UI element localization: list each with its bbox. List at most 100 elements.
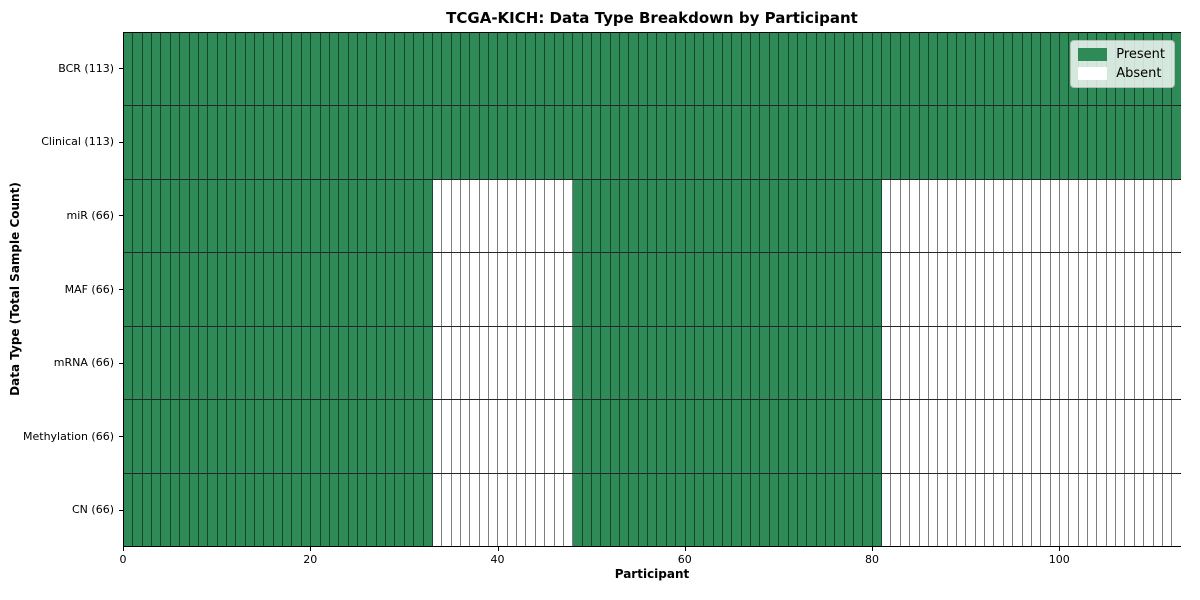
- heatmap-cell: [470, 179, 480, 253]
- heatmap-cell: [657, 400, 667, 473]
- heatmap-cell: [152, 33, 162, 106]
- heatmap-cell: [245, 473, 256, 546]
- heatmap-cell: [1116, 326, 1126, 400]
- heatmap-cell: [1106, 326, 1117, 400]
- heatmap-cell: [779, 106, 789, 179]
- heatmap-cell: [1125, 400, 1135, 473]
- heatmap-cell: [601, 33, 611, 106]
- heatmap-cell: [236, 106, 246, 179]
- heatmap-cell: [395, 179, 405, 253]
- heatmap-cell: [1134, 179, 1145, 253]
- heatmap-cell: [947, 326, 957, 400]
- y-tick-label: BCR (113): [58, 61, 114, 75]
- heatmap-cell: [938, 326, 948, 400]
- heatmap-cell: [432, 400, 443, 473]
- heatmap-cell: [629, 253, 639, 326]
- heatmap-cell: [273, 473, 284, 546]
- heatmap-cell: [217, 179, 227, 253]
- heatmap-cell: [414, 179, 424, 253]
- heatmap-cell: [919, 326, 929, 400]
- heatmap-cell: [788, 473, 798, 546]
- heatmap-cell: [928, 106, 939, 179]
- heatmap-cell: [657, 179, 667, 253]
- heatmap-cell: [236, 400, 246, 473]
- heatmap-cell: [891, 179, 901, 253]
- heatmap-cell: [685, 33, 695, 106]
- heatmap-cell: [741, 106, 752, 179]
- heatmap-cell: [170, 326, 181, 400]
- heatmap-cell: [545, 473, 555, 546]
- heatmap-cell: [985, 179, 995, 253]
- heatmap-cell: [535, 326, 546, 400]
- heatmap-cell: [994, 473, 1004, 546]
- heatmap-cell: [535, 400, 546, 473]
- heatmap-cell: [545, 326, 555, 400]
- heatmap-cell: [910, 400, 920, 473]
- heatmap-cell: [507, 179, 518, 253]
- heatmap-cell: [1153, 326, 1163, 400]
- heatmap-cell: [882, 106, 892, 179]
- heatmap-cell: [694, 400, 705, 473]
- heatmap-cell: [133, 253, 143, 326]
- heatmap-cell: [180, 33, 190, 106]
- heatmap-cell: [161, 106, 171, 179]
- heatmap-cell: [648, 473, 658, 546]
- heatmap-cell: [376, 473, 387, 546]
- heatmap-cell: [816, 179, 826, 253]
- heatmap-cell: [348, 106, 358, 179]
- heatmap-cell: [994, 326, 1004, 400]
- heatmap-cell: [357, 400, 368, 473]
- heatmap-cell: [348, 33, 358, 106]
- heatmap-cell: [517, 33, 527, 106]
- x-tick-label: 80: [865, 553, 880, 566]
- heatmap-cell: [526, 473, 536, 546]
- heatmap-cell: [1041, 400, 1051, 473]
- heatmap-cell: [882, 33, 892, 106]
- heatmap-cell: [620, 106, 630, 179]
- heatmap-cell: [769, 326, 780, 400]
- heatmap-cell: [133, 106, 143, 179]
- heatmap-cell: [676, 179, 686, 253]
- heatmap-cell: [1125, 253, 1135, 326]
- heatmap-cell: [779, 473, 789, 546]
- heatmap-cell: [292, 33, 302, 106]
- heatmap-cell: [498, 473, 508, 546]
- heatmap-cell: [283, 473, 293, 546]
- heatmap-cell: [900, 473, 911, 546]
- heatmap-cell: [891, 253, 901, 326]
- heatmap-cell: [217, 106, 227, 179]
- heatmap-cell: [797, 106, 808, 179]
- heatmap-cell: [329, 326, 340, 400]
- heatmap-cell: [732, 473, 742, 546]
- heatmap-cell: [1125, 106, 1135, 179]
- heatmap-cell: [947, 106, 957, 179]
- heatmap-cell: [863, 326, 873, 400]
- heatmap-cell: [573, 33, 583, 106]
- heatmap-cell: [872, 179, 883, 253]
- heatmap-cell: [573, 326, 583, 400]
- heatmap-cell: [975, 473, 986, 546]
- heatmap-cell: [395, 106, 405, 179]
- heatmap-cell: [900, 326, 911, 400]
- heatmap-cell: [816, 253, 826, 326]
- heatmap-cell: [938, 400, 948, 473]
- heatmap-cell: [872, 106, 883, 179]
- heatmap-cell: [404, 179, 415, 253]
- heatmap-cell: [161, 253, 171, 326]
- heatmap-cell: [760, 106, 770, 179]
- heatmap-cell: [348, 179, 358, 253]
- heatmap-cell: [947, 400, 957, 473]
- heatmap-cell: [292, 326, 302, 400]
- heatmap-cell: [956, 179, 967, 253]
- heatmap-cell: [367, 33, 377, 106]
- heatmap-cell: [1078, 106, 1089, 179]
- heatmap-cell: [741, 253, 752, 326]
- heatmap-cell: [1078, 473, 1089, 546]
- heatmap-cell: [264, 33, 274, 106]
- heatmap-cell: [367, 326, 377, 400]
- heatmap-row-CN: [124, 473, 1181, 546]
- heatmap-cell: [479, 253, 490, 326]
- heatmap-cell: [713, 400, 723, 473]
- heatmap-cell: [1041, 326, 1051, 400]
- heatmap-cell: [1162, 106, 1173, 179]
